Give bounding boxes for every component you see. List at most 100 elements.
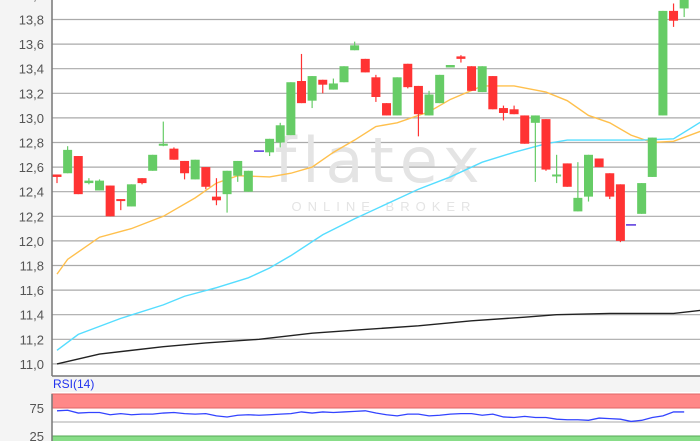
candle	[435, 74, 445, 104]
candle-body	[201, 167, 211, 187]
candle-body	[243, 170, 253, 192]
y-tick-label: 11,4	[20, 308, 44, 323]
candle-body	[679, 0, 689, 9]
candle	[562, 163, 572, 187]
candle	[148, 154, 158, 171]
moving-averages	[56, 85, 700, 365]
y-tick-label: 12,8	[19, 136, 44, 151]
candle-body	[605, 173, 615, 197]
candle-body	[403, 63, 413, 88]
candle-body	[392, 77, 402, 116]
candle-body	[456, 56, 466, 59]
candle-body	[296, 81, 306, 104]
rsi-overbought-band	[51, 393, 700, 409]
candle-body	[158, 143, 168, 146]
rsi-panel: 75 25	[30, 392, 700, 441]
candle-body	[265, 138, 275, 153]
candle	[477, 66, 487, 93]
candle-body	[126, 184, 136, 207]
candle	[498, 105, 508, 121]
candle-body	[339, 66, 349, 83]
y-tick-label: 12,4	[19, 185, 44, 200]
candle-body	[169, 148, 179, 160]
candle	[445, 65, 455, 68]
y-tick-label: 11,8	[20, 259, 44, 274]
candle	[637, 183, 647, 214]
candle-body	[573, 197, 583, 212]
y-tick-label: 13,6	[19, 37, 44, 52]
candle	[265, 138, 275, 157]
candle-body	[445, 65, 455, 68]
candle	[52, 174, 62, 184]
watermark-tagline: ONLINE BROKER	[292, 199, 477, 214]
candle-body	[424, 94, 434, 116]
y-tick-label: 11,2	[20, 332, 44, 347]
candle-body	[530, 115, 540, 123]
y-axis-ticks: 14,0 13,8 13,6 13,4 13,2 13,0 12,8 12,6 12,4 12,2…	[19, 0, 44, 372]
y-tick-label: 13,2	[19, 86, 44, 101]
candle-body	[63, 149, 73, 174]
candle-body	[562, 163, 572, 187]
y-tick-label: 11,6	[20, 283, 44, 298]
candle	[615, 184, 625, 243]
candle-body	[552, 174, 562, 177]
candle	[541, 119, 551, 171]
candle	[84, 178, 94, 185]
candle	[509, 105, 519, 115]
candle-body	[105, 185, 115, 217]
candle	[392, 77, 402, 116]
candle-body	[116, 199, 126, 202]
candle	[360, 58, 370, 73]
candle	[573, 162, 583, 212]
rsi-line	[56, 409, 685, 423]
candle-body	[669, 10, 679, 21]
candle-body	[286, 82, 296, 136]
candle	[584, 154, 593, 202]
candle	[658, 10, 668, 116]
candle-body	[615, 184, 625, 241]
candle-body	[467, 66, 477, 91]
y-tick-label: 13,4	[19, 62, 44, 77]
candle	[73, 156, 83, 195]
candle	[520, 115, 530, 144]
candle	[318, 79, 328, 94]
candle	[158, 121, 168, 147]
candle	[328, 78, 338, 90]
y-tick-label: 14,0	[19, 0, 44, 3]
candle-body	[371, 77, 381, 97]
candle	[413, 85, 423, 137]
candle	[211, 178, 221, 206]
ma-mid-line	[56, 121, 700, 351]
candle-body	[211, 196, 221, 201]
y-tick-label: 13,0	[19, 111, 44, 126]
candle	[275, 122, 285, 148]
candle	[63, 146, 73, 174]
candle	[456, 55, 466, 63]
candle-body	[318, 79, 328, 85]
candle-body	[435, 74, 445, 104]
candle	[339, 66, 349, 83]
candle	[105, 185, 115, 217]
candle-body	[488, 76, 498, 110]
candle	[594, 158, 604, 168]
candle	[488, 76, 498, 110]
candle-body	[190, 159, 200, 180]
candle-body	[658, 10, 668, 116]
y-tick-label: 12,2	[19, 209, 44, 224]
candle	[169, 147, 179, 160]
candle	[190, 159, 200, 180]
y-tick-label: 11,0	[20, 357, 44, 372]
candle-body	[637, 183, 647, 214]
candle-body	[148, 154, 158, 171]
candle	[552, 154, 562, 184]
candle-body	[84, 180, 94, 184]
candle	[679, 0, 689, 18]
candle	[307, 76, 317, 109]
candle-body	[275, 125, 285, 143]
y-tick-label: 12,6	[19, 160, 44, 175]
candle	[605, 173, 615, 200]
candle	[243, 170, 253, 192]
rsi-oversold-band	[51, 435, 700, 441]
candle-body	[180, 160, 190, 174]
